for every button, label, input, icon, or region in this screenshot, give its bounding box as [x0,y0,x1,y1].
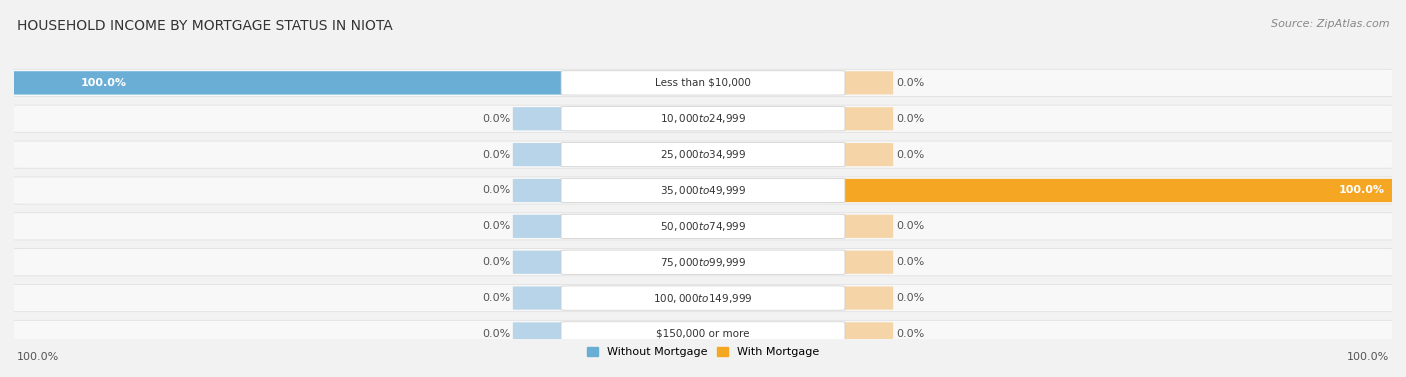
FancyBboxPatch shape [513,179,576,202]
FancyBboxPatch shape [10,213,1396,239]
FancyBboxPatch shape [513,143,576,166]
FancyBboxPatch shape [3,105,1403,133]
Text: 100.0%: 100.0% [82,78,127,88]
Text: Source: ZipAtlas.com: Source: ZipAtlas.com [1271,19,1389,29]
FancyBboxPatch shape [830,251,893,274]
FancyBboxPatch shape [561,250,845,274]
FancyBboxPatch shape [561,107,845,131]
FancyBboxPatch shape [3,320,1403,348]
FancyBboxPatch shape [561,214,845,239]
Text: $100,000 to $149,999: $100,000 to $149,999 [654,291,752,305]
FancyBboxPatch shape [513,287,576,310]
Text: 0.0%: 0.0% [482,114,510,124]
FancyBboxPatch shape [561,322,845,346]
Legend: Without Mortgage, With Mortgage: Without Mortgage, With Mortgage [588,347,818,357]
FancyBboxPatch shape [3,69,1403,97]
FancyBboxPatch shape [10,321,1396,347]
FancyBboxPatch shape [513,322,576,345]
Text: 0.0%: 0.0% [896,221,924,231]
Text: $75,000 to $99,999: $75,000 to $99,999 [659,256,747,269]
FancyBboxPatch shape [10,106,1396,132]
FancyBboxPatch shape [3,248,1403,276]
FancyBboxPatch shape [7,71,579,95]
Text: 0.0%: 0.0% [896,114,924,124]
FancyBboxPatch shape [830,107,893,130]
FancyBboxPatch shape [513,107,576,130]
FancyBboxPatch shape [830,287,893,310]
Text: 0.0%: 0.0% [482,185,510,196]
Text: 100.0%: 100.0% [17,352,59,362]
Text: 0.0%: 0.0% [482,150,510,159]
FancyBboxPatch shape [830,143,893,166]
Text: 100.0%: 100.0% [1339,185,1385,196]
FancyBboxPatch shape [3,176,1403,204]
Text: $150,000 or more: $150,000 or more [657,329,749,339]
Text: 0.0%: 0.0% [896,78,924,88]
Text: $35,000 to $49,999: $35,000 to $49,999 [659,184,747,197]
FancyBboxPatch shape [561,71,845,95]
FancyBboxPatch shape [830,215,893,238]
Text: 0.0%: 0.0% [896,293,924,303]
Text: $50,000 to $74,999: $50,000 to $74,999 [659,220,747,233]
Text: 0.0%: 0.0% [482,257,510,267]
FancyBboxPatch shape [10,70,1396,96]
FancyBboxPatch shape [10,141,1396,168]
FancyBboxPatch shape [513,215,576,238]
Text: Less than $10,000: Less than $10,000 [655,78,751,88]
FancyBboxPatch shape [830,71,893,95]
FancyBboxPatch shape [561,286,845,310]
Text: 0.0%: 0.0% [482,329,510,339]
FancyBboxPatch shape [561,178,845,202]
FancyBboxPatch shape [827,179,1399,202]
Text: $10,000 to $24,999: $10,000 to $24,999 [659,112,747,125]
FancyBboxPatch shape [10,177,1396,204]
FancyBboxPatch shape [513,251,576,274]
FancyBboxPatch shape [10,285,1396,311]
Text: 100.0%: 100.0% [1347,352,1389,362]
Text: 0.0%: 0.0% [482,293,510,303]
FancyBboxPatch shape [830,322,893,345]
Text: 0.0%: 0.0% [896,329,924,339]
Text: 0.0%: 0.0% [896,257,924,267]
FancyBboxPatch shape [561,143,845,167]
FancyBboxPatch shape [3,141,1403,169]
Text: $25,000 to $34,999: $25,000 to $34,999 [659,148,747,161]
Text: 0.0%: 0.0% [896,150,924,159]
FancyBboxPatch shape [3,284,1403,312]
Text: HOUSEHOLD INCOME BY MORTGAGE STATUS IN NIOTA: HOUSEHOLD INCOME BY MORTGAGE STATUS IN N… [17,19,392,33]
FancyBboxPatch shape [10,249,1396,275]
Text: 0.0%: 0.0% [482,221,510,231]
FancyBboxPatch shape [3,212,1403,240]
